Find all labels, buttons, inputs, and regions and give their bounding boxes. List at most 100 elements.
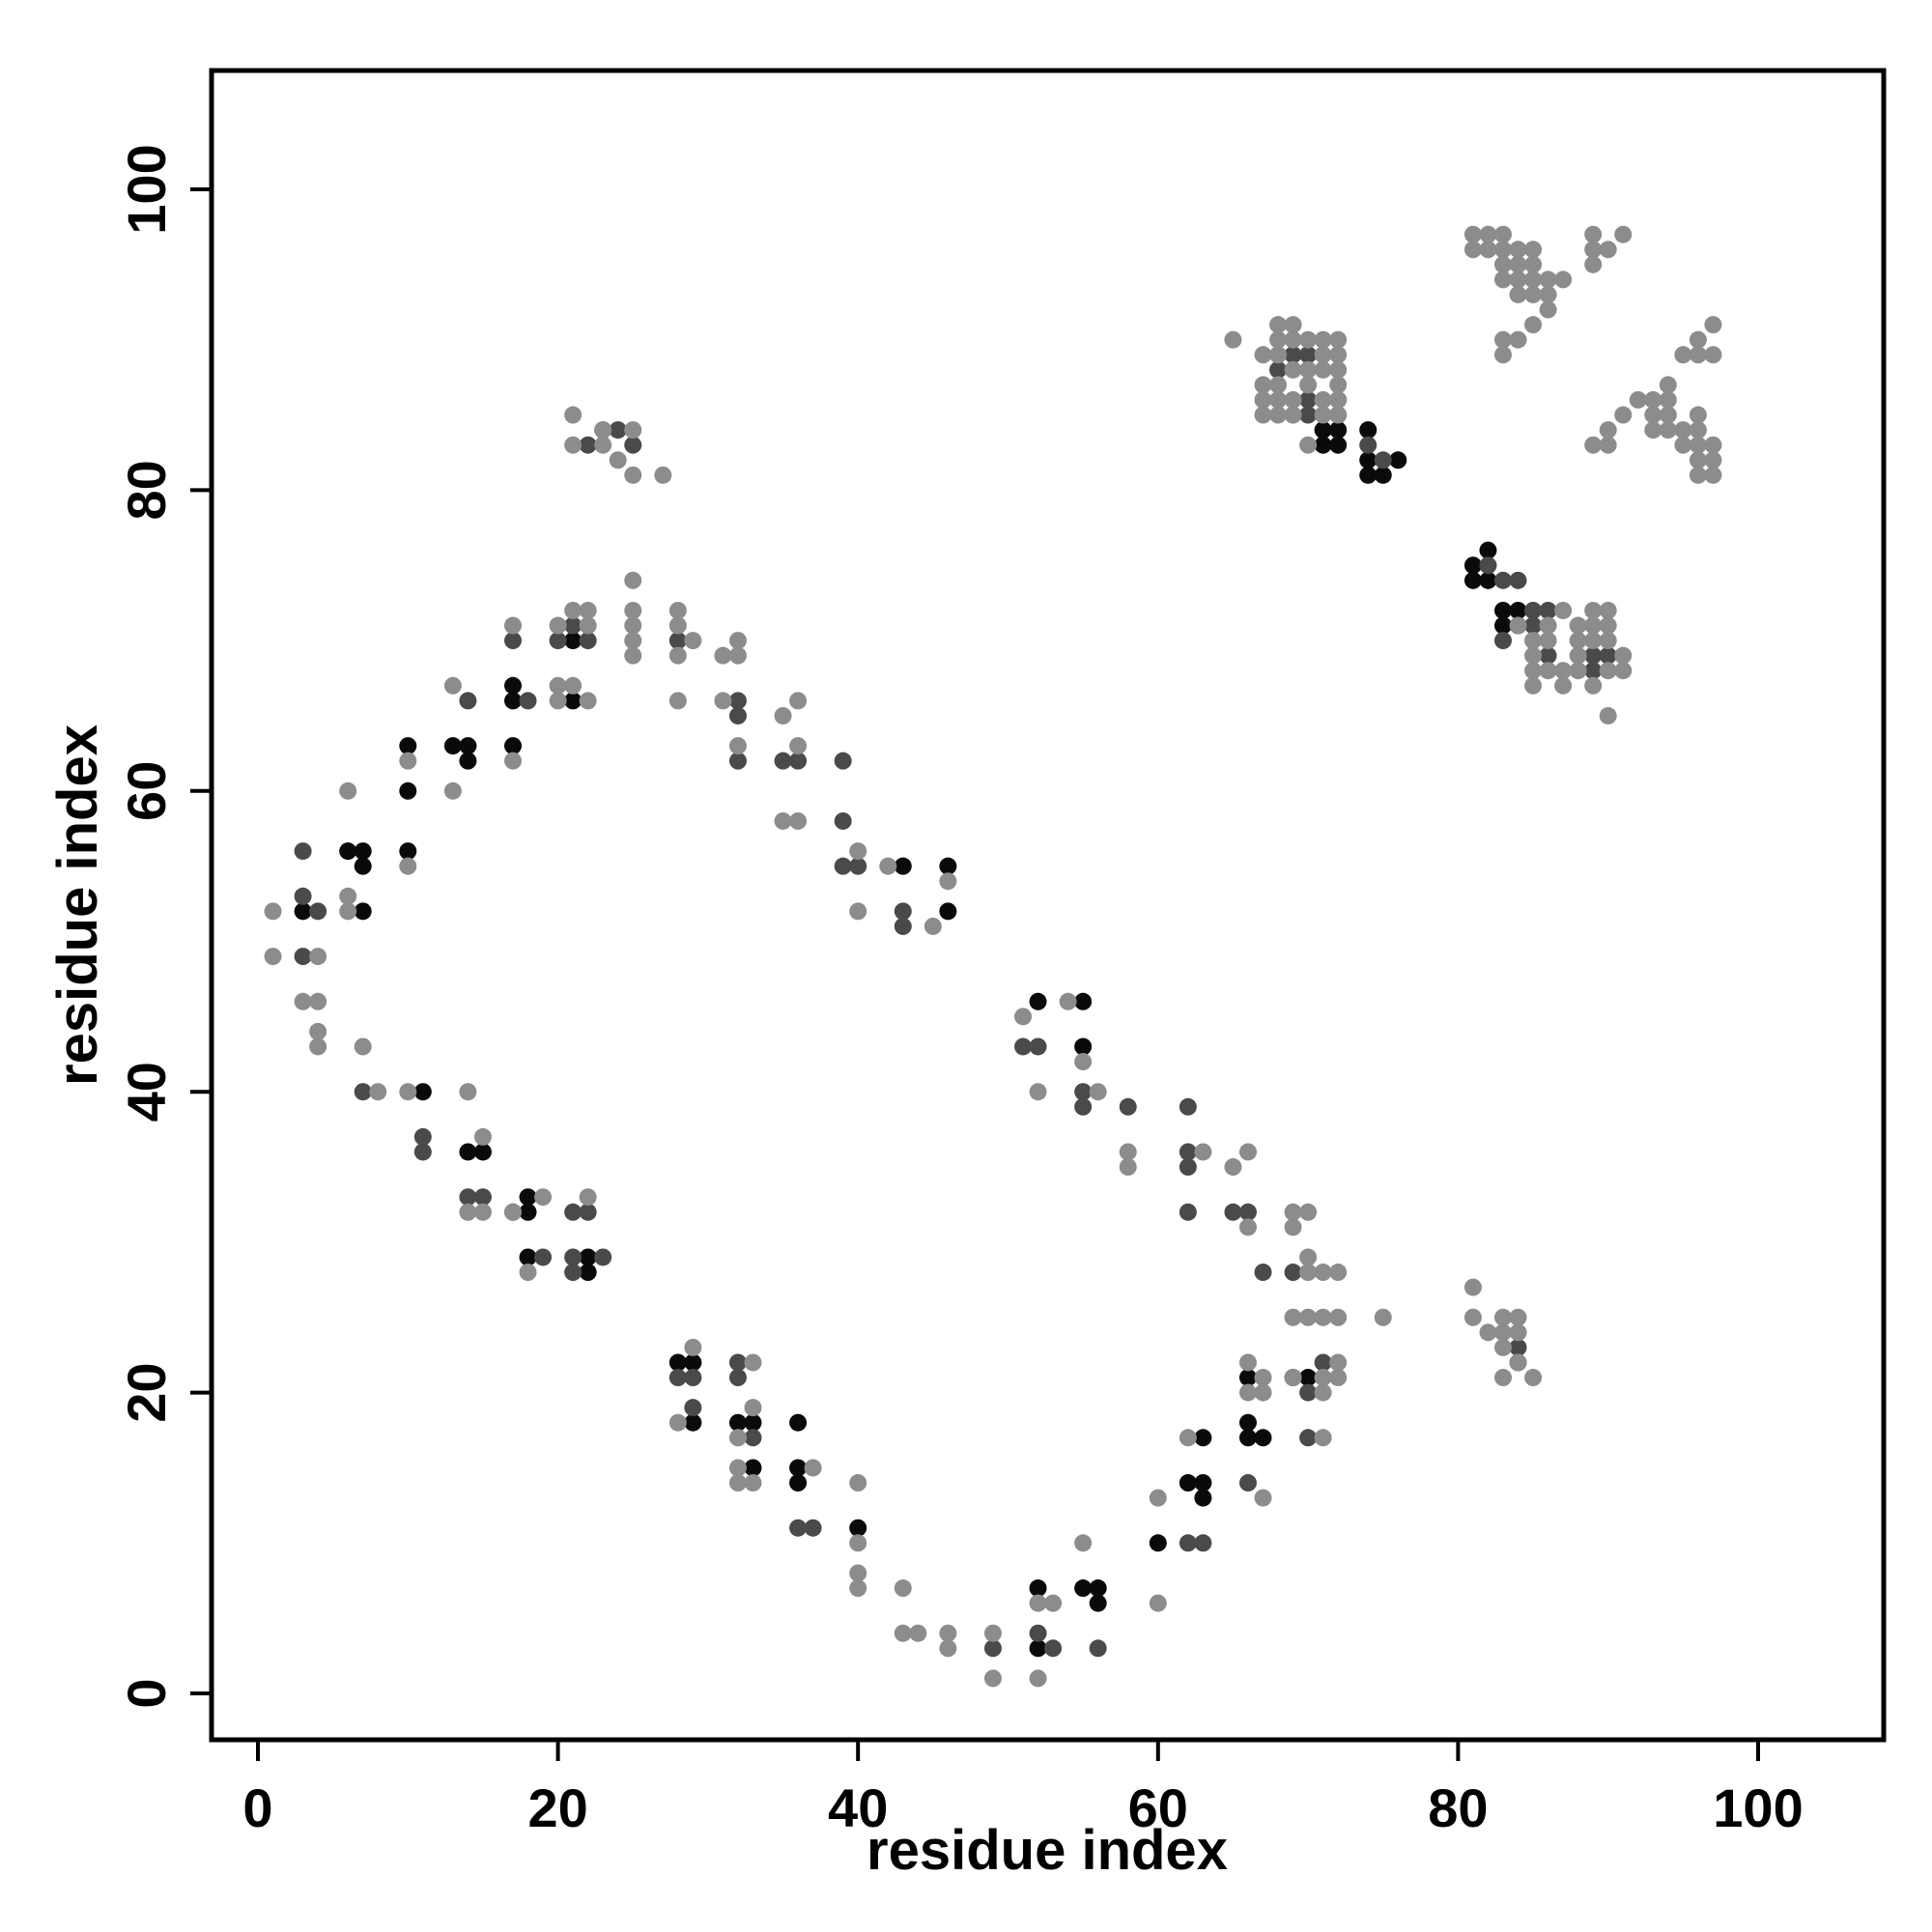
data-point [1463, 225, 1482, 243]
data-point [594, 421, 612, 440]
data-point [1509, 1353, 1527, 1372]
x-tick-label: 0 [242, 1777, 272, 1838]
y-tick-label: 40 [116, 1062, 177, 1122]
data-point [744, 1429, 762, 1447]
data-point [369, 1083, 387, 1101]
data-point [624, 646, 642, 665]
data-point [1599, 616, 1617, 635]
data-point [459, 1203, 477, 1221]
data-point [744, 1399, 762, 1417]
data-point [579, 632, 597, 650]
data-point [1014, 1037, 1033, 1056]
data-point [1238, 1218, 1257, 1236]
data-point [1539, 632, 1557, 650]
data-point [668, 601, 687, 619]
data-point [849, 1474, 867, 1492]
data-point [1463, 1278, 1482, 1296]
data-point [849, 857, 867, 875]
data-point [804, 1519, 822, 1537]
data-point [564, 1248, 582, 1266]
data-point [668, 692, 687, 710]
data-point [894, 1624, 912, 1642]
data-point [1089, 1639, 1107, 1658]
data-point [728, 1429, 747, 1447]
data-point [1238, 1383, 1257, 1402]
data-point [1539, 646, 1557, 665]
data-point [1329, 330, 1348, 349]
data-point [309, 1022, 327, 1040]
data-point [1554, 662, 1573, 680]
data-point [804, 1459, 822, 1477]
data-point [564, 601, 582, 619]
data-point [413, 1143, 432, 1161]
data-point [684, 1369, 702, 1387]
data-point [1194, 1429, 1212, 1447]
data-point [774, 752, 792, 770]
data-point [1254, 1383, 1272, 1402]
data-point [1614, 406, 1633, 424]
data-point [564, 692, 582, 710]
data-point [1119, 1158, 1137, 1177]
data-point [1074, 992, 1093, 1010]
data-point [1599, 632, 1617, 650]
data-point [1299, 406, 1318, 424]
data-point [1359, 451, 1378, 469]
data-point [1584, 662, 1603, 680]
data-point [1509, 571, 1527, 589]
data-point [1238, 1203, 1257, 1221]
data-point [1299, 390, 1318, 409]
data-point [579, 1203, 597, 1221]
data-point [339, 781, 357, 800]
data-point [1463, 571, 1482, 589]
data-point [1149, 1489, 1167, 1507]
data-point [1329, 376, 1348, 394]
data-point [1238, 1369, 1257, 1387]
data-point [1359, 421, 1378, 440]
data-point [1704, 466, 1722, 484]
data-point [1584, 255, 1603, 273]
data-point [1238, 1353, 1257, 1372]
data-point [728, 1353, 747, 1372]
data-point [1269, 376, 1288, 394]
data-point [1044, 1594, 1063, 1612]
data-point [728, 1459, 747, 1477]
data-point [1599, 421, 1617, 440]
data-point [1329, 406, 1348, 424]
data-point [1194, 1474, 1212, 1492]
data-point [624, 421, 642, 440]
data-point [1479, 241, 1497, 259]
data-point [339, 842, 357, 861]
data-point [294, 948, 312, 966]
data-points [264, 225, 1722, 1688]
data-point [939, 857, 957, 875]
x-tick-label: 20 [527, 1777, 587, 1838]
data-point [728, 632, 747, 650]
data-point [354, 1037, 372, 1056]
data-point [1029, 1037, 1047, 1056]
data-point [1493, 330, 1512, 349]
data-point [1524, 241, 1543, 259]
data-point [1299, 1203, 1318, 1221]
data-point [1569, 632, 1587, 650]
data-point [1509, 1338, 1527, 1356]
data-point [1089, 1594, 1107, 1612]
data-point [1179, 1203, 1197, 1221]
data-point [1584, 632, 1603, 650]
data-point [1599, 436, 1617, 454]
data-point [1509, 601, 1527, 619]
data-point [1524, 1369, 1543, 1387]
data-point [459, 1143, 477, 1161]
data-point [923, 917, 942, 935]
data-point [1599, 241, 1617, 259]
data-point [1284, 1218, 1302, 1236]
data-point [459, 737, 477, 755]
data-point [1224, 1203, 1242, 1221]
data-point [1029, 1083, 1047, 1101]
data-point [1299, 330, 1318, 349]
data-point [1029, 1579, 1047, 1598]
x-axis-label: residue index [867, 1819, 1228, 1882]
data-point [1314, 436, 1332, 454]
data-point [1674, 436, 1692, 454]
data-point [1059, 992, 1077, 1010]
data-point [1524, 285, 1543, 303]
